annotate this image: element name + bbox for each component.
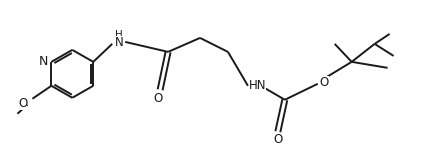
Text: O: O [273, 133, 282, 146]
Text: O: O [18, 97, 27, 110]
Text: H: H [115, 30, 123, 40]
Text: HN: HN [249, 79, 266, 92]
Text: N: N [39, 55, 49, 68]
Text: O: O [154, 92, 163, 105]
Text: N: N [115, 36, 124, 49]
Text: O: O [320, 76, 329, 89]
